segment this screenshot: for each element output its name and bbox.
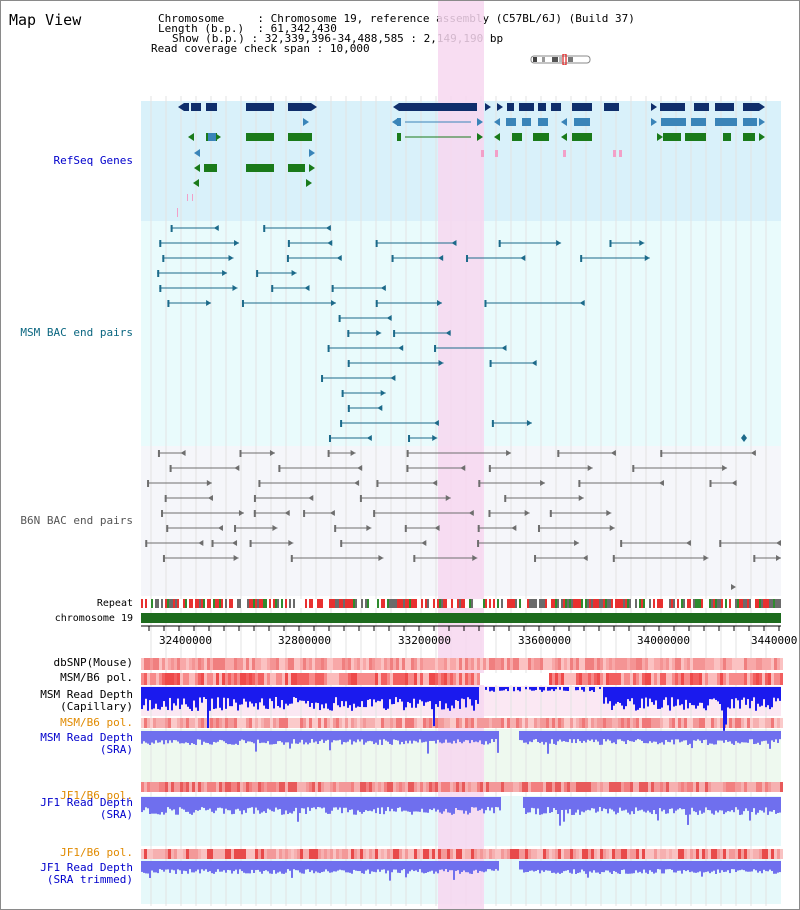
axis-tick-label: 33600000: [518, 634, 571, 647]
gene-arrow: [309, 164, 315, 172]
gene-arrow: [188, 133, 194, 141]
gene-arrow: [759, 103, 765, 111]
axis-tick-label: 34000000: [637, 634, 690, 647]
axis-tick-label: 33200000: [398, 634, 451, 647]
header-span-key: Read coverage check span: [151, 42, 310, 55]
gene-arrow: [561, 118, 567, 126]
header-length-key: Length (b.p.): [158, 22, 245, 35]
gene-arrow: [477, 118, 483, 126]
gene-arrow: [759, 133, 765, 141]
gene-arrow: [392, 118, 398, 126]
axis-tick-label: 3440000: [751, 634, 798, 647]
gene-arrow: [306, 179, 312, 187]
track-label-msm-pol-1: MSM/B6 pol.: [60, 671, 133, 684]
gene-arrow: [178, 103, 184, 111]
gene-arrow: [194, 164, 200, 172]
track-label-msm-bac[interactable]: MSM BAC end pairs: [20, 326, 133, 339]
header-span-row: Read coverage check span : 10,000: [151, 42, 370, 55]
gene-arrow: [494, 118, 500, 126]
gene-arrow: [309, 149, 315, 157]
track-label-refseq[interactable]: RefSeq Genes: [53, 154, 133, 167]
header-chromosome-key: Chromosome: [158, 12, 225, 25]
gene-arrow: [651, 103, 657, 111]
track-label-msm-depth-sra: MSM Read Depth (SRA): [40, 731, 133, 756]
gene-arrow: [759, 118, 765, 126]
gene-arrow: [485, 103, 491, 111]
track-label-jf1-depth-sra: JF1 Read Depth (SRA): [40, 796, 133, 821]
chromosome-bar: [141, 613, 781, 623]
chromosome-ideogram[interactable]: [530, 54, 591, 65]
gene-arrow: [657, 133, 663, 141]
gene-arrow: [497, 103, 503, 111]
header-span-value: 10,000: [329, 42, 370, 55]
axis-tick-label: 32400000: [159, 634, 212, 647]
track-label-msm-depth-capillary: MSM Read Depth (Capillary): [40, 688, 133, 713]
track-label-chromosome: chromosome 19: [54, 613, 133, 624]
selection-highlight: [438, 1, 484, 909]
gene-arrow: [477, 133, 483, 141]
track-label-msm-pol-2: MSM/B6 pol.: [60, 716, 133, 729]
track-label-jf1-pol-2: JF1/B6 pol.: [60, 846, 133, 859]
header-length-value: 61,342,430: [270, 22, 337, 35]
gene-arrow: [193, 179, 199, 187]
gene-arrow: [215, 133, 221, 141]
gene-arrow: [303, 118, 309, 126]
track-label-dbsnp: dbSNP(Mouse): [53, 656, 133, 669]
track-label-jf1-pol-1: JF1/B6 pol.: [60, 789, 133, 802]
axis-tick-label: 32800000: [278, 634, 331, 647]
gene-arrow: [194, 149, 200, 157]
gene-arrow: [561, 133, 567, 141]
track-label-jf1-depth-trimmed: JF1 Read Depth (SRA trimmed): [40, 861, 133, 886]
gene-arrow: [311, 103, 317, 111]
gene-arrow: [494, 133, 500, 141]
track-label-b6n-bac[interactable]: B6N BAC end pairs: [20, 514, 133, 527]
header-show-key: Show (b.p.): [172, 32, 245, 45]
header-length-row: Length (b.p.) : 61,342,430: [158, 22, 337, 35]
track-label-repeat: Repeat: [96, 598, 133, 609]
gene-arrow: [651, 118, 657, 126]
gene-arrow: [393, 103, 399, 111]
view-title: Map View: [9, 11, 82, 29]
